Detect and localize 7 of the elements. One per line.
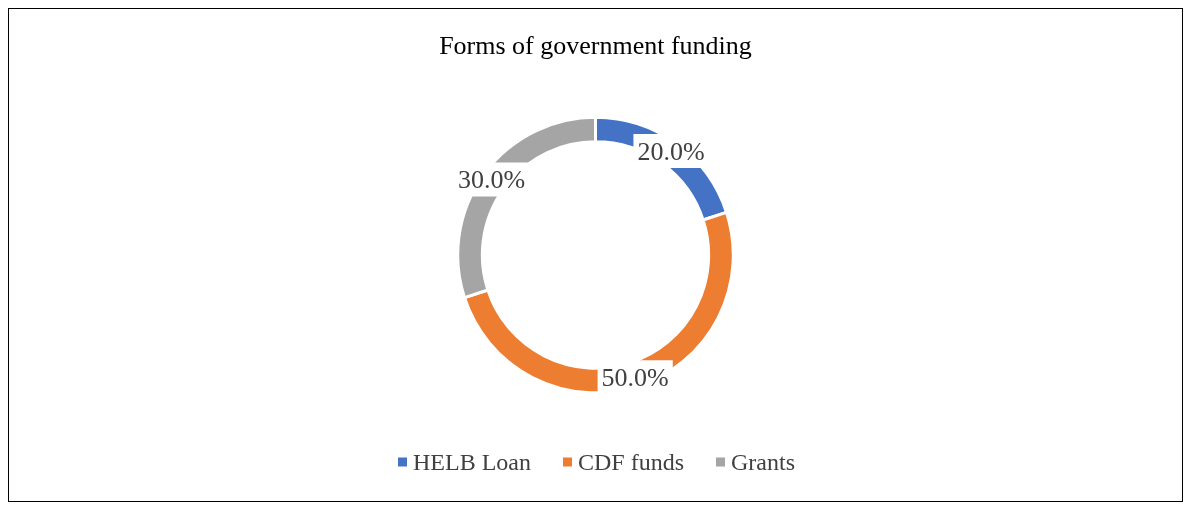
legend-label: Grants <box>731 449 795 475</box>
chart-title: Forms of government funding <box>439 30 752 60</box>
legend-label: HELB Loan <box>413 449 531 475</box>
legend-label: CDF funds <box>577 449 685 475</box>
data-label: 50.0% <box>601 362 669 392</box>
data-label: 20.0% <box>637 136 705 166</box>
data-label: 30.0% <box>457 164 526 194</box>
